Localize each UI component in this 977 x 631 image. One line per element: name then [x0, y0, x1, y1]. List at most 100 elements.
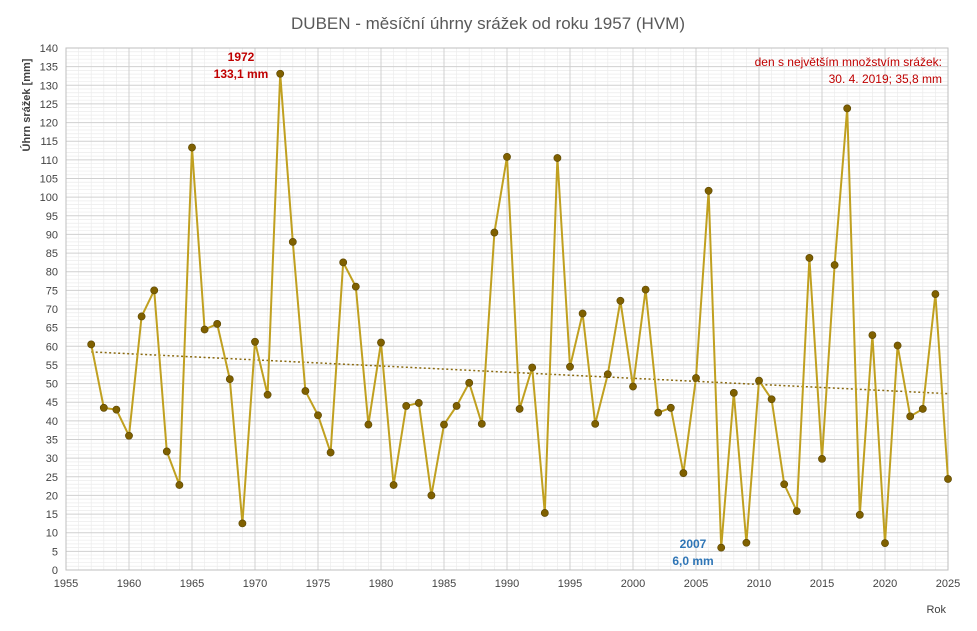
x-tick-label: 1960 [117, 578, 141, 590]
data-point [87, 340, 96, 349]
y-tick-label: 140 [40, 43, 58, 55]
max-day-note-line1: den s největším množstvím srážek: [755, 55, 942, 69]
data-point [755, 376, 763, 385]
x-axis-label: Rok [926, 604, 946, 616]
data-point [818, 454, 826, 463]
data-point [629, 382, 637, 391]
data-point [162, 447, 171, 456]
y-tick-label: 65 [46, 323, 58, 335]
data-point [339, 258, 348, 267]
max-year-annotation: 1972 [228, 50, 255, 64]
data-point [843, 104, 852, 113]
y-axis-label: Úhrn srážek [mm] [20, 58, 33, 151]
x-tick-label: 2015 [810, 578, 834, 590]
data-point [944, 475, 952, 483]
y-tick-label: 80 [46, 267, 58, 279]
data-point [414, 399, 423, 407]
max-value-annotation: 133,1 mm [214, 67, 269, 81]
data-point [540, 509, 549, 517]
data-point [503, 152, 511, 161]
data-point [830, 261, 839, 269]
y-tick-label: 90 [46, 229, 58, 241]
data-point [931, 290, 940, 298]
y-tick-label: 40 [46, 416, 58, 428]
data-point [251, 337, 259, 346]
x-tick-label: 1955 [54, 578, 78, 590]
y-tick-label: 75 [46, 285, 58, 297]
data-point [641, 285, 650, 294]
min-year-annotation: 2007 [680, 537, 707, 551]
x-tick-label: 1970 [243, 578, 267, 590]
x-tick-label: 2020 [873, 578, 897, 590]
data-point [868, 331, 877, 339]
data-point [477, 419, 486, 428]
data-point [717, 543, 726, 552]
data-point [402, 402, 411, 410]
data-point [440, 420, 448, 429]
data-point [364, 420, 373, 429]
y-tick-label: 85 [46, 248, 58, 260]
data-point [792, 507, 801, 515]
y-tick-label: 60 [46, 341, 58, 353]
y-tick-label: 130 [40, 80, 58, 92]
x-tick-label: 1975 [306, 578, 330, 590]
data-point [906, 412, 915, 421]
data-point [188, 143, 196, 152]
y-tick-label: 25 [46, 472, 58, 484]
y-tick-label: 95 [46, 211, 58, 223]
y-tick-label: 125 [40, 99, 58, 111]
data-point [893, 341, 902, 350]
data-point [200, 325, 209, 334]
x-tick-label: 2000 [621, 578, 645, 590]
plot-area-frame [65, 47, 949, 571]
y-tick-label: 135 [40, 62, 58, 74]
x-tick-label: 2005 [684, 578, 708, 590]
data-point [692, 374, 700, 382]
data-point [742, 538, 751, 547]
data-point [377, 338, 385, 347]
max-day-note-line2: 30. 4. 2019; 35,8 mm [829, 72, 942, 86]
data-point [767, 395, 776, 404]
x-tick-label: 2025 [936, 578, 960, 590]
data-point [112, 405, 121, 414]
data-point [288, 237, 297, 246]
x-tick-label: 1990 [495, 578, 519, 590]
data-point [515, 405, 524, 413]
x-tick-label: 1985 [432, 578, 456, 590]
x-tick-label: 1965 [180, 578, 204, 590]
data-point [578, 309, 587, 318]
y-tick-label: 5 [52, 546, 58, 558]
data-point [566, 362, 574, 371]
data-point [704, 186, 713, 195]
data-point [213, 320, 222, 328]
y-tick-label: 110 [40, 155, 58, 167]
y-axis-tick-labels: 0 5 10 15 20 25 30 35 40 45 50 55 60 65 70 75 80 85 90 95 10… [40, 43, 58, 577]
x-tick-label: 1980 [369, 578, 393, 590]
trend-line [91, 351, 949, 395]
y-tick-label: 100 [40, 192, 58, 204]
x-tick-label: 2010 [747, 578, 771, 590]
data-point [654, 408, 663, 417]
y-tick-label: 0 [52, 565, 58, 577]
y-tick-label: 55 [46, 360, 58, 372]
y-tick-label: 15 [46, 509, 58, 521]
data-point [225, 375, 234, 383]
data-point [263, 390, 272, 399]
y-tick-label: 105 [40, 174, 58, 186]
data-point [465, 378, 474, 387]
chart-title: DUBEN - měsíční úhrny srážek od roku 195… [291, 14, 685, 33]
data-point [301, 387, 310, 395]
data-point [881, 539, 889, 548]
data-point [603, 370, 612, 379]
data-point [616, 296, 625, 305]
data-point [137, 312, 146, 321]
data-point [553, 154, 562, 162]
data-point [729, 388, 738, 397]
data-point [666, 403, 675, 412]
data-point [238, 519, 247, 528]
data-point [855, 510, 864, 519]
data-point [125, 431, 133, 440]
data-point [175, 481, 184, 489]
data-point [276, 69, 285, 78]
